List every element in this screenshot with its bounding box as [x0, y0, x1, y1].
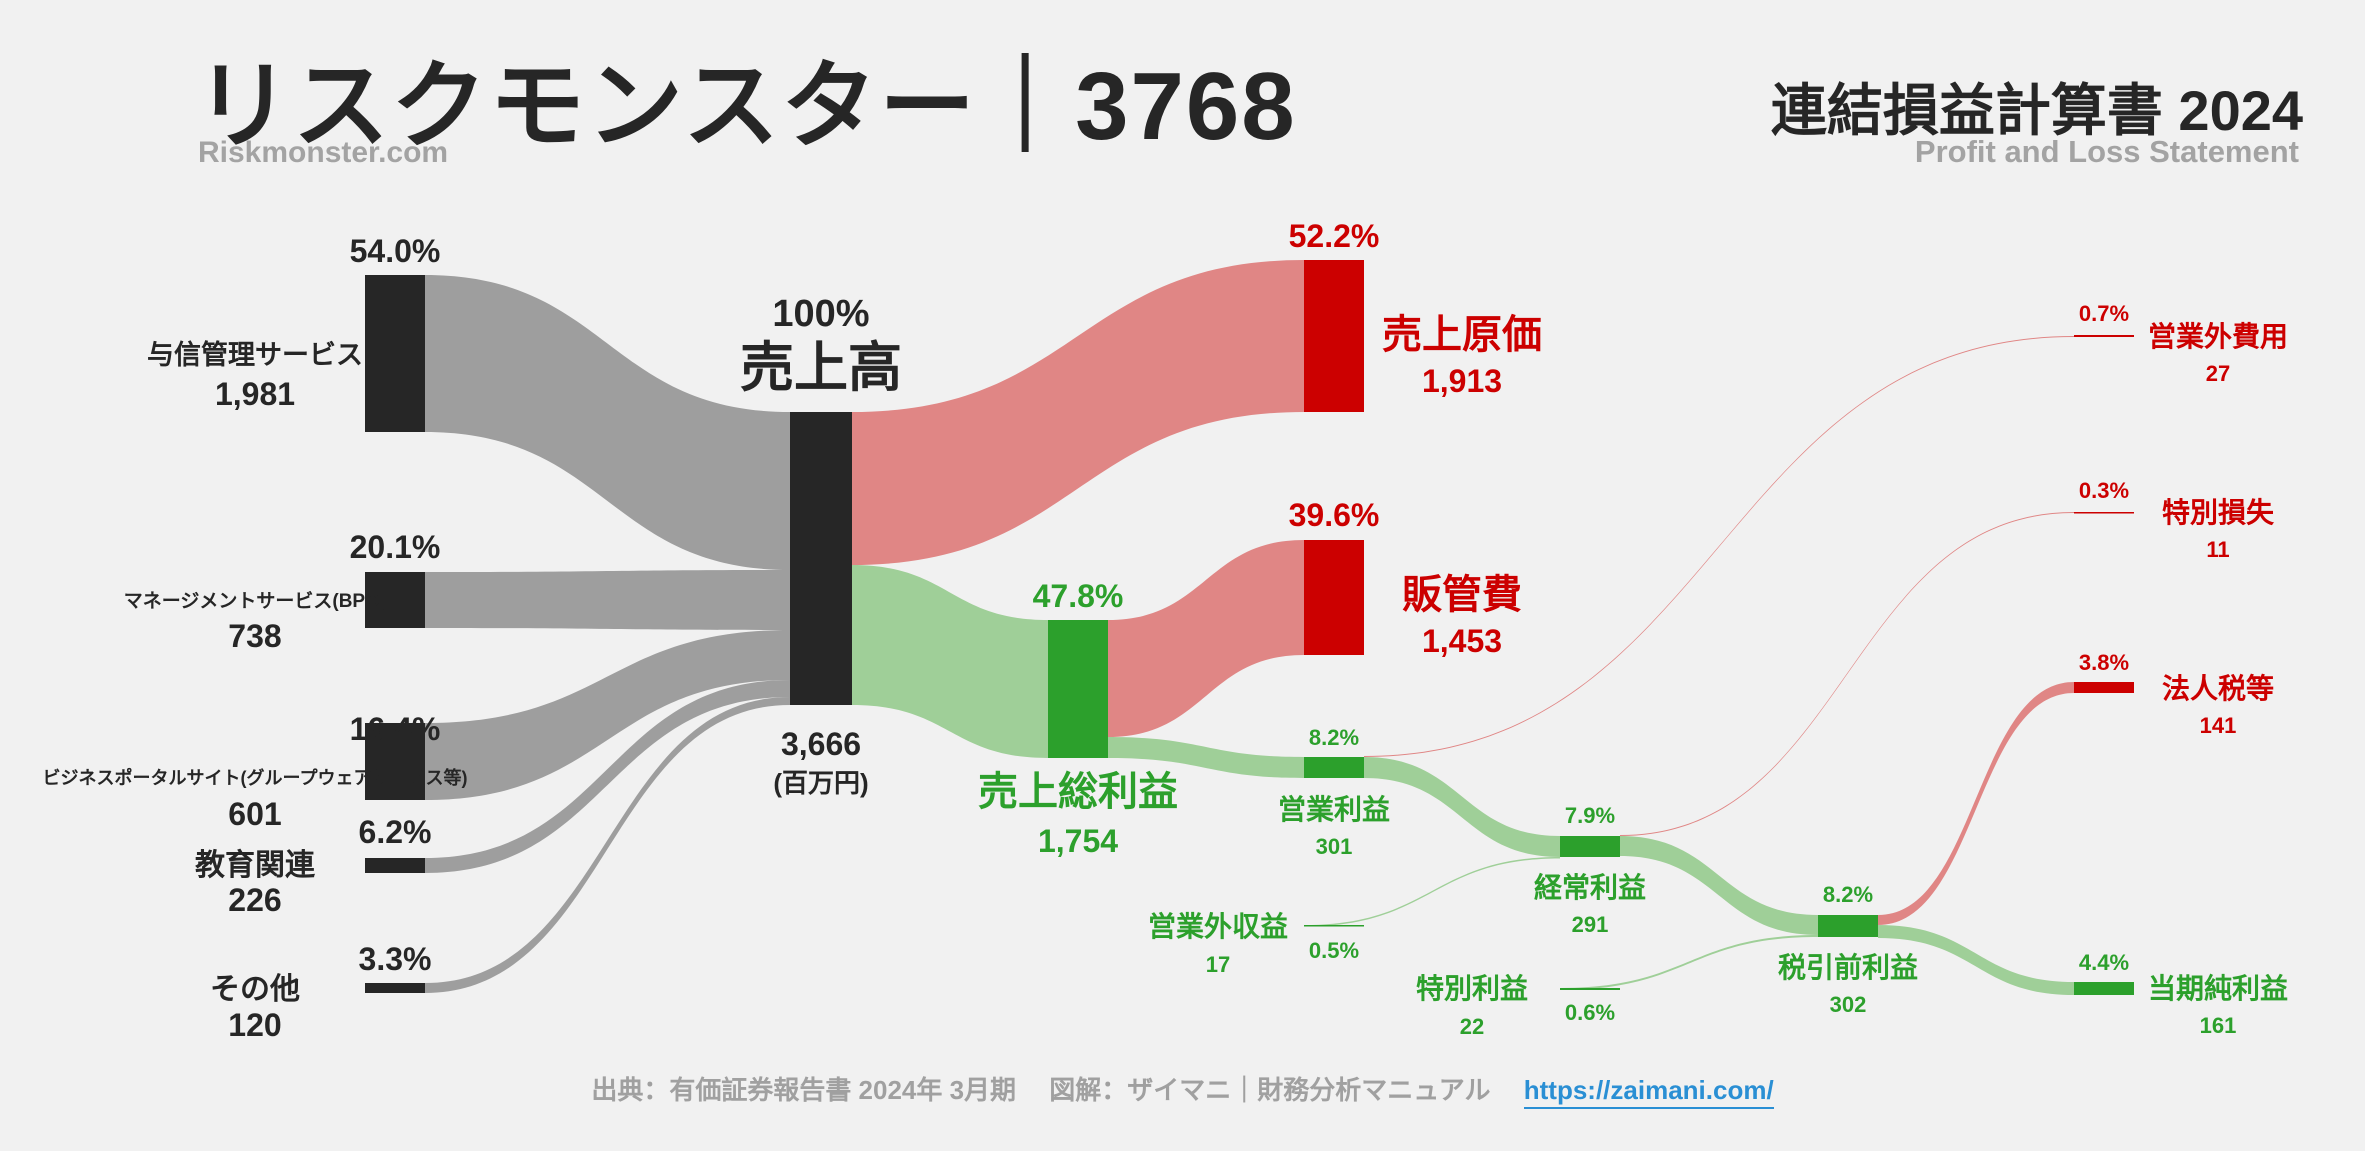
- footer: 出典：有価証券報告書 2024年 3月期 図解：ザイマニ｜財務分析マニュアル h…: [0, 1070, 2365, 1109]
- flow-segment-3: [425, 630, 790, 800]
- segment-name-5: その他: [210, 973, 300, 1006]
- special-loss-pct: 0.3%: [2079, 478, 2129, 503]
- flow-pretax-to-net: [1878, 925, 2074, 995]
- revenue-label: 売上高: [740, 338, 902, 398]
- revenue-value: 3,666: [781, 726, 861, 762]
- statement-title: 連結損益計算書 2024: [1770, 79, 2303, 142]
- special-income-pct: 0.6%: [1565, 1000, 1615, 1025]
- operating-profit-name: 営業利益: [1278, 794, 1390, 825]
- sga-name: 販管費: [1402, 573, 1522, 617]
- page-title: リスクモンスター｜3768: [195, 53, 1297, 160]
- nonop-income-node: [1304, 925, 1364, 927]
- flow-segment-4: [425, 680, 790, 873]
- segment-pct-1: 54.0%: [350, 233, 441, 269]
- segment-pct-5: 3.3%: [359, 941, 432, 977]
- cost-of-sales-name: 売上原価: [1382, 313, 1542, 357]
- nonop-expense-name: 営業外費用: [2148, 321, 2288, 352]
- flow-ordinary-to-special-loss: [1620, 512, 2074, 836]
- segment-name-4: 教育関連: [195, 848, 316, 882]
- net-profit-pct: 4.4%: [2079, 950, 2129, 975]
- segment-name-3: ビジネスポータルサイト(グループウェアサービス等): [43, 767, 468, 788]
- flow-operating-profit: [1108, 737, 1304, 778]
- flow-op-to-ordinary: [1364, 757, 1560, 857]
- flow-op-to-nonop-exp: [1364, 336, 2074, 757]
- revenue-pct: 100%: [772, 293, 869, 335]
- nonop-income-name: 営業外収益: [1148, 911, 1288, 942]
- tax-pct: 3.8%: [2079, 650, 2129, 675]
- pretax-profit-name: 税引前利益: [1778, 951, 1918, 983]
- operating-profit-pct: 8.2%: [1309, 725, 1359, 750]
- flow-ordinary-to-pretax: [1620, 836, 1818, 935]
- nonop-expense-node: [2074, 335, 2134, 337]
- nonop-income-pct: 0.5%: [1309, 938, 1359, 963]
- site-name: Riskmonster.com: [198, 136, 449, 169]
- special-loss-name: 特別損失: [2162, 497, 2275, 528]
- flow-segment-1: [425, 275, 790, 570]
- revenue-node: [790, 412, 852, 705]
- special-income-name: 特別利益: [1416, 973, 1528, 1004]
- operating-profit-node: [1304, 757, 1364, 778]
- segment-value-5: 120: [228, 1007, 281, 1043]
- gross-profit-name: 売上総利益: [978, 770, 1178, 814]
- flow-segment-5: [425, 697, 790, 993]
- segment-node-4: [365, 858, 425, 873]
- gross-profit-node: [1048, 620, 1108, 758]
- sga-node: [1304, 540, 1364, 655]
- segment-pct-4: 6.2%: [359, 814, 432, 850]
- segment-value-4: 226: [228, 882, 281, 918]
- segment-value-2: 738: [228, 618, 281, 654]
- segment-value-1: 1,981: [215, 376, 295, 412]
- flow-special-income: [1560, 935, 1818, 990]
- flow-pretax-to-tax: [1878, 682, 2074, 925]
- segment-pct-2: 20.1%: [350, 529, 441, 565]
- sga-pct: 39.6%: [1289, 497, 1380, 533]
- segment-node-1: [365, 275, 425, 432]
- segment-name-2: マネージメントサービス(BPO): [124, 590, 386, 612]
- special-income-node: [1560, 988, 1620, 990]
- cost-of-sales-value: 1,913: [1422, 363, 1502, 399]
- ordinary-profit-name: 経常利益: [1534, 871, 1646, 903]
- footer-link[interactable]: https://zaimani.com/: [1523, 1075, 1774, 1109]
- segment-pct-3: 16.4%: [350, 711, 441, 747]
- operating-profit-value: 301: [1316, 834, 1353, 859]
- cost-of-sales-pct: 52.2%: [1289, 218, 1380, 254]
- statement-subtitle: Profit and Loss Statement: [1914, 134, 2299, 169]
- special-income-value: 22: [1460, 1014, 1484, 1039]
- sga-value: 1,453: [1422, 623, 1502, 659]
- segment-node-2: [365, 572, 425, 628]
- pretax-profit-node: [1818, 915, 1878, 937]
- special-loss-node: [2074, 512, 2134, 514]
- net-profit-node: [2074, 982, 2134, 995]
- flow-cost-of-sales: [852, 260, 1304, 565]
- ordinary-profit-pct: 7.9%: [1565, 803, 1615, 828]
- flow-nonop-income: [1304, 857, 1560, 927]
- segment-name-1: 与信管理サービス: [147, 340, 363, 370]
- segment-node-5: [365, 983, 425, 993]
- flow-segment-2: [425, 570, 790, 630]
- special-loss-value: 11: [2206, 537, 2229, 562]
- segment-node-3: [365, 723, 425, 800]
- segment-value-3: 601: [228, 796, 281, 832]
- tax-node: [2074, 682, 2134, 693]
- ordinary-profit-value: 291: [1572, 912, 1609, 937]
- gross-profit-value: 1,754: [1038, 823, 1118, 859]
- pretax-profit-pct: 8.2%: [1823, 882, 1873, 907]
- flow-gross-profit: [852, 565, 1048, 758]
- nonop-expense-pct: 0.7%: [2079, 301, 2129, 326]
- revenue-unit: (百万円): [773, 768, 868, 798]
- tax-value: 141: [2200, 713, 2237, 738]
- pretax-profit-value: 302: [1830, 992, 1867, 1017]
- nonop-income-value: 17: [1206, 952, 1230, 977]
- net-profit-value: 161: [2200, 1013, 2237, 1038]
- ordinary-profit-node: [1560, 836, 1620, 857]
- flow-sga: [1108, 540, 1304, 737]
- gross-profit-pct: 47.8%: [1033, 578, 1124, 614]
- tax-name: 法人税等: [2162, 672, 2274, 704]
- footer-source: 出典：有価証券報告書 2024年 3月期 図解：ザイマニ｜財務分析マニュアル: [591, 1075, 1491, 1105]
- nonop-expense-value: 27: [2206, 361, 2230, 386]
- net-profit-name: 当期純利益: [2148, 973, 2288, 1004]
- cost-of-sales-node: [1304, 260, 1364, 412]
